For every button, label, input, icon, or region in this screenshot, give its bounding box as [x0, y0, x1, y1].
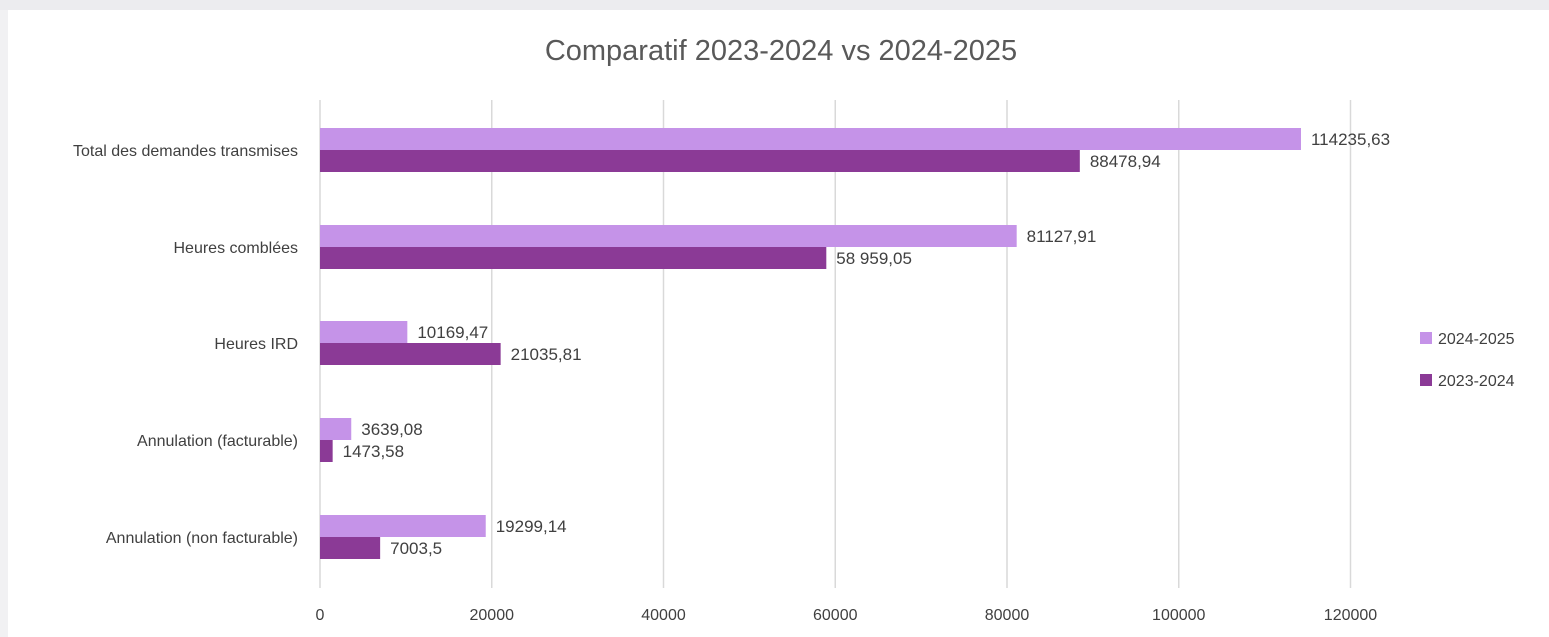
x-axis-ticks: 0 20000 40000 60000 80000 100000 120000 [316, 607, 1378, 624]
bar [320, 418, 352, 440]
top-band [0, 0, 1549, 10]
x-tick-label: 120000 [1324, 607, 1377, 624]
category-label: Heures IRD [214, 336, 298, 353]
bar [320, 247, 827, 269]
legend-swatch [1420, 332, 1432, 344]
legend-label: 2024-2025 [1438, 331, 1515, 348]
x-tick-label: 20000 [470, 607, 515, 624]
bar [320, 343, 501, 365]
data-label: 114235,63 [1311, 130, 1390, 149]
x-tick-label: 80000 [985, 607, 1030, 624]
data-label: 21035,81 [511, 345, 582, 364]
x-tick-label: 60000 [813, 607, 858, 624]
data-label: 19299,14 [496, 517, 567, 536]
bars [320, 128, 1301, 559]
bar [320, 225, 1017, 247]
gridlines [319, 100, 1352, 588]
chart-title: Comparatif 2023-2024 vs 2024-2025 [545, 35, 1017, 67]
data-label: 1473,58 [343, 442, 404, 461]
data-label: 58 959,05 [836, 249, 912, 268]
bar [320, 515, 486, 537]
bar [320, 321, 408, 343]
data-label: 81127,91 [1027, 227, 1097, 246]
data-label: 3639,08 [361, 420, 422, 439]
legend: 2024-2025 2023-2024 [1420, 331, 1515, 390]
legend-swatch [1420, 374, 1432, 386]
data-label: 10169,47 [417, 323, 488, 342]
x-tick-label: 0 [316, 607, 325, 624]
category-label: Total des demandes transmises [73, 143, 298, 160]
category-labels: Total des demandes transmises Heures comb… [73, 143, 298, 547]
category-label: Annulation (facturable) [137, 433, 298, 450]
x-tick-label: 40000 [641, 607, 686, 624]
data-labels: 114235,63 88478,94 81127,91 58 959,05 10169,… [343, 130, 1390, 558]
bar [320, 128, 1301, 150]
data-label: 7003,5 [390, 539, 442, 558]
bar [320, 150, 1080, 172]
category-label: Annulation (non facturable) [106, 530, 298, 547]
data-label: 88478,94 [1090, 152, 1161, 171]
bar [320, 440, 333, 462]
category-label: Heures comblées [174, 240, 299, 257]
chart-frame [8, 10, 1549, 637]
x-tick-label: 100000 [1152, 607, 1205, 624]
bar [320, 537, 381, 559]
legend-label: 2023-2024 [1438, 373, 1515, 390]
